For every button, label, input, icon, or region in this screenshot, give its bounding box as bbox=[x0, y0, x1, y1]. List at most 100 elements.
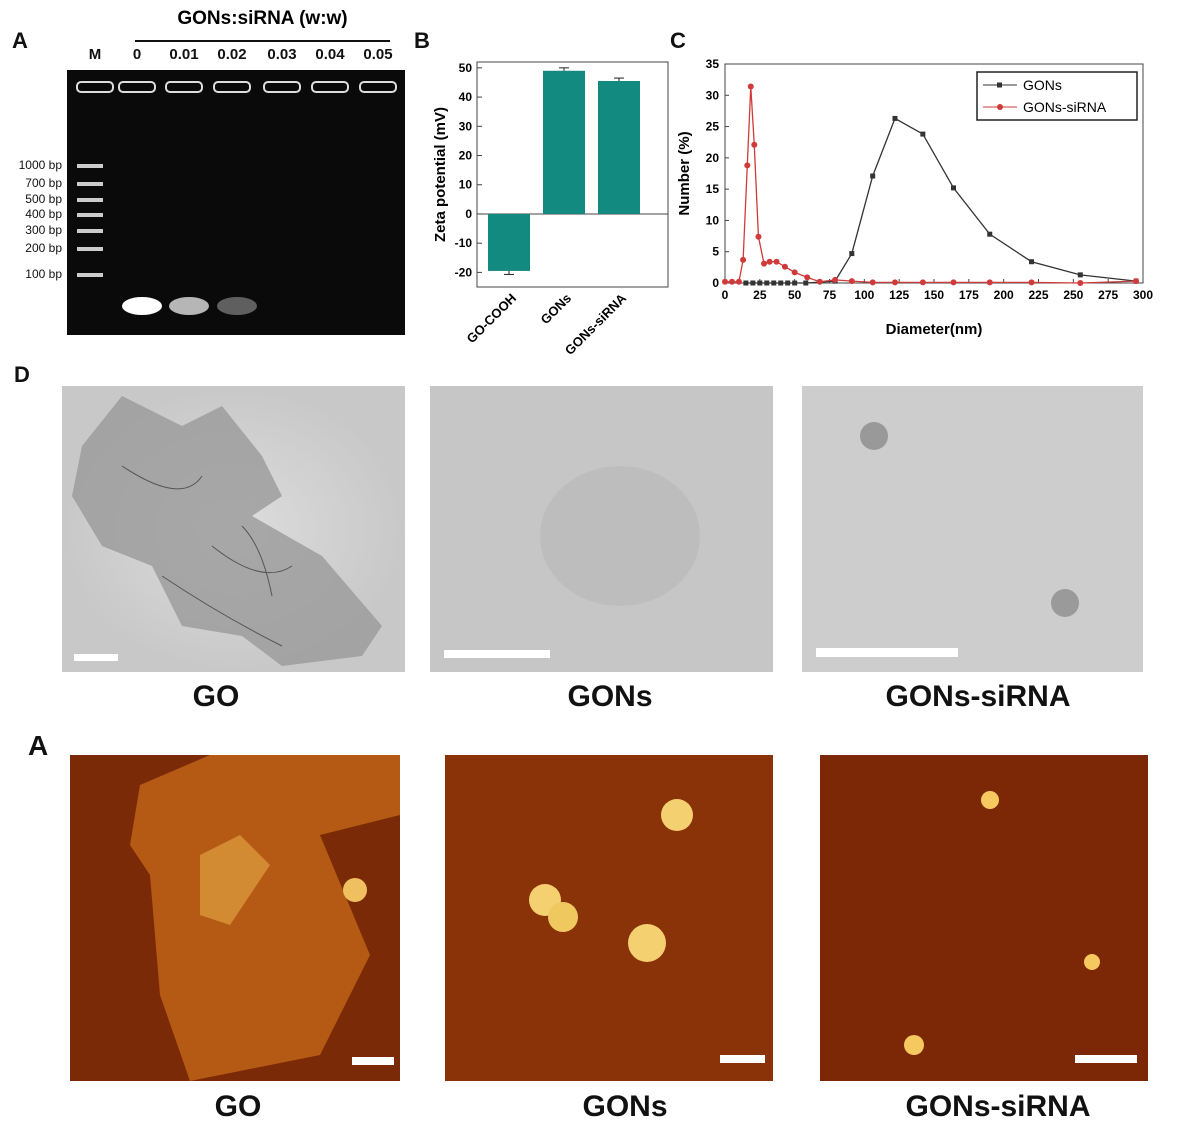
data-point bbox=[803, 280, 809, 286]
lane-label: 0.04 bbox=[315, 46, 345, 63]
size-distribution-chart: 0 25 50 75 100 125 150 175 200 225 250 275 300 0 5 10 15… bbox=[676, 57, 1153, 338]
ladder-band bbox=[77, 198, 103, 202]
data-point bbox=[766, 258, 773, 265]
y-tick-label: 30 bbox=[706, 88, 720, 102]
data-point bbox=[986, 279, 993, 286]
gel-image bbox=[67, 70, 405, 335]
x-tick-label: GONs bbox=[537, 291, 574, 328]
ladder-band bbox=[77, 164, 103, 168]
afm-label-gons-sirna: GONs-siRNA bbox=[905, 1090, 1091, 1123]
data-point bbox=[869, 279, 876, 286]
data-point bbox=[743, 280, 749, 286]
data-point bbox=[740, 256, 747, 263]
data-point bbox=[816, 278, 823, 285]
data-point bbox=[870, 173, 876, 179]
ladder-band bbox=[77, 247, 103, 251]
legend-marker bbox=[997, 104, 1003, 110]
y-tick-label: 10 bbox=[706, 213, 720, 227]
x-tick-label: 125 bbox=[889, 288, 909, 302]
tem-label-gons: GONs bbox=[567, 680, 653, 713]
sirna-band bbox=[217, 297, 257, 315]
lane-label: 0 bbox=[132, 46, 142, 63]
y-tick-label: 35 bbox=[706, 57, 720, 71]
y-tick-label: 5 bbox=[712, 245, 719, 259]
ladder-band bbox=[77, 213, 103, 217]
lane-label: M bbox=[88, 46, 102, 63]
data-point bbox=[919, 279, 926, 286]
bar bbox=[543, 70, 585, 214]
gel-well bbox=[213, 81, 251, 93]
data-point bbox=[771, 280, 777, 286]
ladder-band bbox=[77, 229, 103, 233]
y-tick-label: 40 bbox=[459, 90, 473, 104]
ladder-band bbox=[77, 273, 103, 277]
x-tick-label: 75 bbox=[823, 288, 837, 302]
y-tick-label: 0 bbox=[465, 207, 472, 221]
gel-well bbox=[118, 81, 156, 93]
data-point bbox=[804, 274, 811, 281]
data-point bbox=[728, 278, 735, 285]
lane-label: 0.02 bbox=[217, 46, 247, 63]
panel-label-b: B bbox=[414, 28, 430, 53]
gel-well bbox=[165, 81, 203, 93]
sirna-band bbox=[169, 297, 209, 315]
x-tick-label: 300 bbox=[1133, 288, 1153, 302]
x-tick-label: GO-COOH bbox=[464, 291, 520, 347]
data-point bbox=[722, 278, 728, 285]
data-point bbox=[747, 83, 754, 90]
x-tick-label: 225 bbox=[1028, 288, 1048, 302]
x-tick-label: 100 bbox=[854, 288, 874, 302]
data-point bbox=[1077, 272, 1083, 278]
x-tick-label: 175 bbox=[959, 288, 979, 302]
data-point bbox=[832, 276, 839, 283]
gel-well bbox=[359, 81, 397, 93]
y-tick-label: 10 bbox=[459, 178, 473, 192]
data-point bbox=[987, 231, 993, 237]
legend-label: GONs bbox=[1023, 77, 1062, 93]
tem-label-gons-sirna: GONs-siRNA bbox=[885, 680, 1071, 713]
series-line bbox=[745, 117, 1137, 284]
tem-image-gons-sirna bbox=[802, 386, 1143, 672]
data-point bbox=[920, 131, 926, 137]
ladder-label: 200 bp bbox=[25, 241, 62, 255]
data-point bbox=[848, 278, 855, 285]
x-tick-label: 0 bbox=[722, 288, 729, 302]
tem-label-go: GO bbox=[192, 680, 240, 713]
bar bbox=[598, 80, 640, 214]
data-point bbox=[781, 263, 788, 270]
gel-background bbox=[67, 70, 405, 335]
y-tick-label: -10 bbox=[455, 236, 473, 250]
lane-label: 0.05 bbox=[363, 46, 393, 63]
legend-box bbox=[976, 71, 1138, 121]
ladder-band bbox=[77, 182, 103, 186]
ladder-label: 100 bp bbox=[25, 267, 62, 281]
x-tick-label: 50 bbox=[788, 288, 802, 302]
y-tick-label: 30 bbox=[459, 119, 473, 133]
bar bbox=[488, 213, 530, 271]
data-point bbox=[761, 260, 768, 267]
y-tick-label: -20 bbox=[455, 265, 473, 279]
data-point bbox=[849, 251, 855, 257]
ladder-label: 400 bp bbox=[25, 207, 62, 221]
y-tick-label: 15 bbox=[706, 182, 720, 196]
data-point bbox=[950, 279, 957, 286]
y-tick-label: 20 bbox=[706, 151, 720, 165]
gel-well bbox=[311, 81, 349, 93]
x-tick-label: 200 bbox=[994, 288, 1014, 302]
data-point bbox=[792, 280, 798, 286]
data-point bbox=[1077, 280, 1084, 286]
y-axis-label: Number (%) bbox=[676, 131, 693, 215]
afm-label-go: GO bbox=[214, 1090, 262, 1123]
x-tick-label: 275 bbox=[1098, 288, 1118, 302]
sirna-band bbox=[122, 297, 162, 315]
y-tick-label: 0 bbox=[712, 276, 719, 290]
afm-image-gons-sirna bbox=[820, 755, 1148, 1081]
afm-image-gons bbox=[445, 755, 773, 1081]
ladder-label: 300 bp bbox=[25, 223, 62, 237]
data-point bbox=[757, 280, 763, 286]
legend-label: GONs-siRNA bbox=[1023, 99, 1107, 115]
data-point bbox=[891, 279, 898, 286]
data-point bbox=[750, 280, 756, 286]
ladder-label: 700 bp bbox=[25, 176, 62, 190]
data-point bbox=[755, 233, 762, 240]
